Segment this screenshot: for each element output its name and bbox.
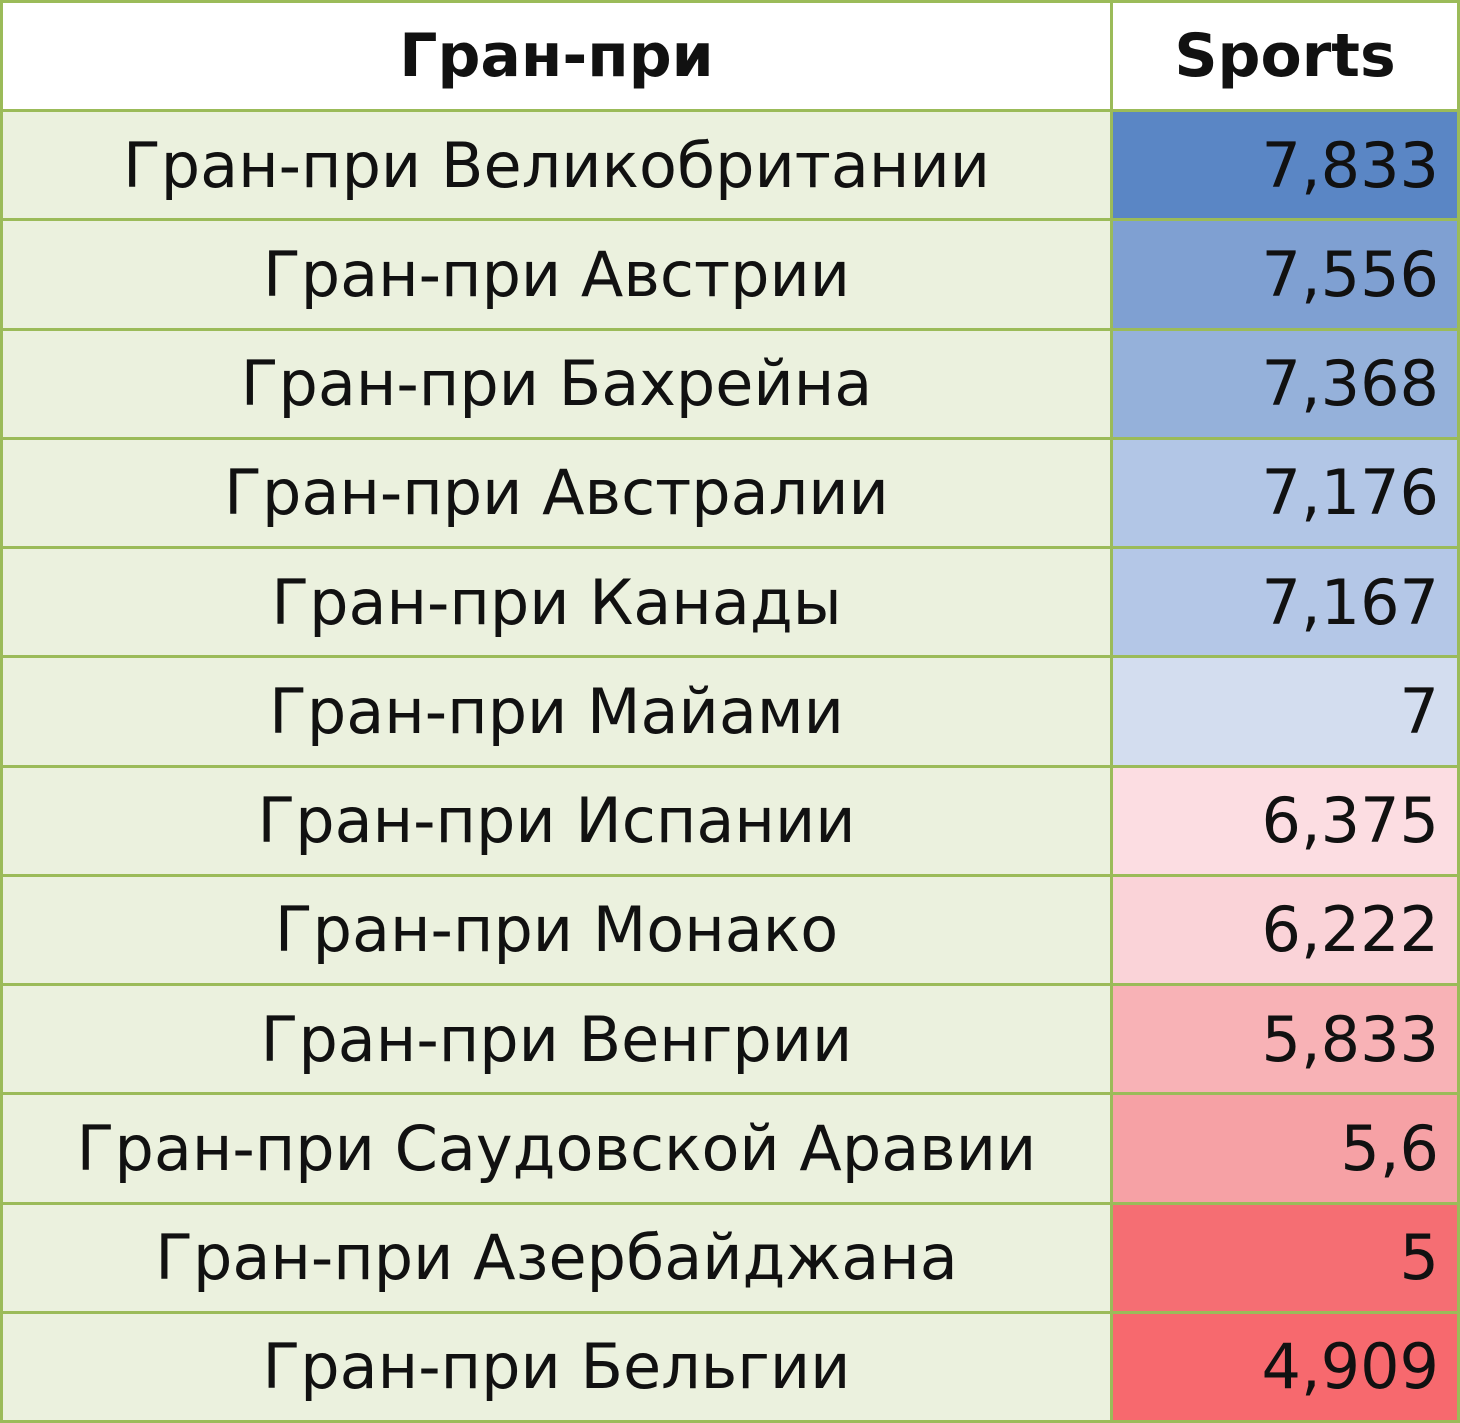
header-cell: Гран-при	[0, 0, 1113, 112]
name-cell: Гран-при Бахрейна	[0, 330, 1113, 440]
name-cell: Гран-при Майами	[0, 658, 1113, 768]
name-cell: Гран-при Австрии	[0, 221, 1113, 331]
value-cell: 5,6	[1113, 1095, 1460, 1205]
name-cell: Гран-при Саудовской Аравии	[0, 1095, 1113, 1205]
name-cell: Гран-при Венгрии	[0, 986, 1113, 1096]
value-cell: 7,176	[1113, 439, 1460, 549]
value-cell: 6,222	[1113, 876, 1460, 986]
value-cell: 4,909	[1113, 1313, 1460, 1423]
value-cell: 7,368	[1113, 330, 1460, 440]
name-cell: Гран-при Монако	[0, 876, 1113, 986]
value-cell: 5,833	[1113, 986, 1460, 1096]
name-cell: Гран-при Великобритании	[0, 112, 1113, 222]
header-cell: Sports	[1113, 0, 1460, 112]
name-cell: Гран-при Азербайджана	[0, 1204, 1113, 1314]
value-cell: 6,375	[1113, 767, 1460, 877]
name-cell: Гран-при Канады	[0, 549, 1113, 659]
value-cell: 7,556	[1113, 221, 1460, 331]
value-cell: 5	[1113, 1204, 1460, 1314]
value-cell: 7	[1113, 658, 1460, 768]
name-cell: Гран-при Бельгии	[0, 1313, 1113, 1423]
value-cell: 7,833	[1113, 112, 1460, 222]
name-cell: Гран-при Испании	[0, 767, 1113, 877]
name-cell: Гран-при Австралии	[0, 439, 1113, 549]
value-cell: 7,167	[1113, 549, 1460, 659]
